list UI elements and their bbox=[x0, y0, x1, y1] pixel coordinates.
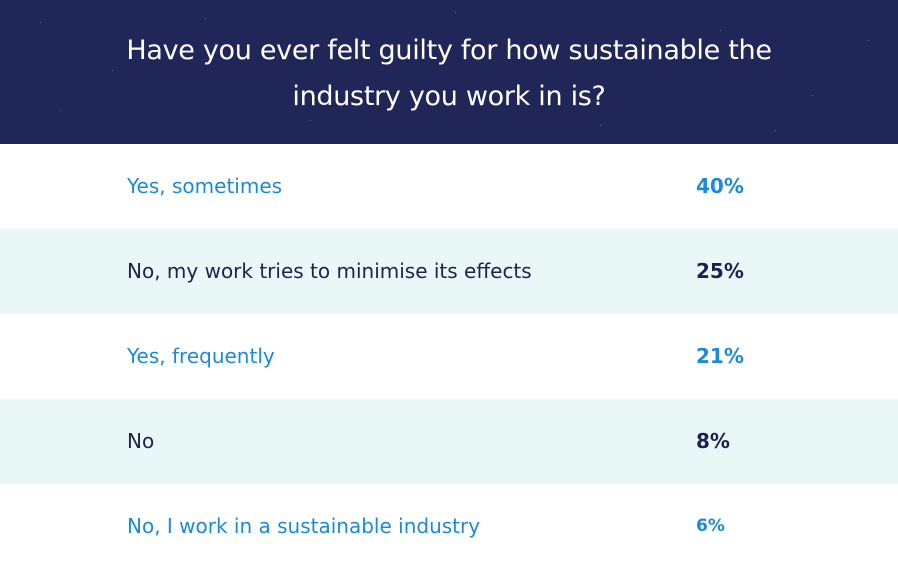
table-row: No 8% bbox=[0, 399, 898, 484]
chart-title: Have you ever felt guilty for how sustai… bbox=[126, 35, 772, 112]
row-value: 21% bbox=[696, 344, 744, 368]
table-row: Yes, sometimes 40% bbox=[0, 144, 898, 229]
row-value: 25% bbox=[696, 259, 744, 283]
row-label: No, I work in a sustainable industry bbox=[127, 514, 481, 538]
row-label: Yes, frequently bbox=[127, 344, 275, 368]
row-value: 6% bbox=[696, 516, 725, 536]
table-row: No, I work in a sustainable industry 6% bbox=[0, 484, 898, 569]
row-value: 40% bbox=[696, 174, 744, 198]
results-table: Yes, sometimes 40% No, my work tries to … bbox=[0, 144, 898, 568]
table-row: Yes, frequently 21% bbox=[0, 314, 898, 399]
row-label: No bbox=[127, 429, 155, 453]
table-row: No, my work tries to minimise its effect… bbox=[0, 229, 898, 314]
row-label: No, my work tries to minimise its effect… bbox=[127, 259, 532, 283]
row-label: Yes, sometimes bbox=[127, 174, 283, 198]
row-value: 8% bbox=[696, 429, 730, 453]
chart-header: Have you ever felt guilty for how sustai… bbox=[0, 0, 898, 144]
